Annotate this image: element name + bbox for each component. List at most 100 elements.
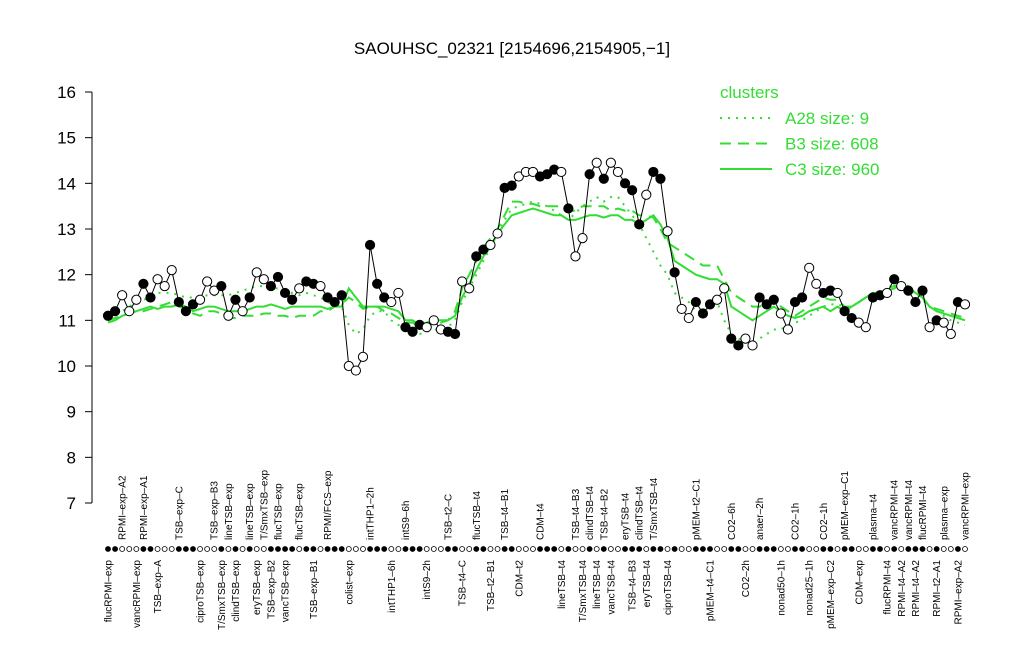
rug-point	[905, 546, 912, 552]
data-point	[513, 171, 524, 182]
data-point	[584, 169, 595, 180]
data-point	[244, 292, 255, 303]
x-tick-label: pMEM–exp–C2	[826, 560, 837, 629]
x-tick-label: eryTSB–exp	[252, 560, 263, 615]
data-point	[747, 340, 758, 351]
rug-point	[841, 546, 848, 552]
data-point	[251, 267, 262, 278]
x-tick-label: TSB–exp–B1	[309, 560, 320, 619]
rug-point	[402, 546, 409, 552]
data-point	[180, 306, 192, 317]
data-point	[768, 294, 779, 305]
data-point	[449, 328, 461, 340]
x-tick-label: T/SmxTSB–exp	[259, 470, 270, 540]
data-point	[917, 285, 928, 296]
rug-point	[678, 546, 685, 552]
rug-point	[877, 546, 883, 552]
x-tick-label: CO2–1h	[791, 503, 802, 540]
x-tick-label: TSB–t4–B3	[571, 488, 582, 540]
data-point	[655, 173, 666, 184]
rug-point	[310, 546, 317, 552]
data-point	[166, 265, 177, 276]
x-tick-label: vancRPMI–t4	[904, 480, 915, 540]
data-point	[357, 351, 369, 362]
y-tick-label: 10	[57, 357, 76, 376]
x-tick-label: lineTSB–exp	[245, 483, 256, 540]
rug-point	[629, 546, 636, 552]
y-tick-label: 7	[67, 494, 76, 513]
data-point	[315, 280, 326, 292]
x-tick-label: RPMI–exp–A1	[139, 475, 150, 540]
x-tick-label: flucTSB–exp	[295, 483, 306, 540]
x-tick-label: vancRPMI–exp	[961, 472, 972, 540]
rug-point	[827, 546, 834, 552]
rug-point	[494, 546, 501, 552]
rug-point	[565, 546, 572, 552]
y-tick-label: 11	[58, 311, 76, 330]
data-point	[719, 283, 730, 294]
data-point	[117, 290, 128, 301]
rug-point	[105, 546, 111, 552]
rug-point	[133, 546, 140, 552]
data-point	[570, 251, 581, 262]
x-tick-label: RPMI/FCS–exp	[323, 470, 334, 540]
rug-point	[317, 546, 324, 552]
x-tick-label: TSB–t4–B2	[599, 488, 610, 540]
x-tick-label: CDM–t2	[514, 560, 525, 597]
x-tick-label: RPMI–exp–A2	[953, 560, 964, 625]
x-tick-label: flucRPMI–exp	[104, 560, 115, 623]
rug-point	[947, 546, 954, 552]
y-tick-label: 13	[57, 220, 76, 239]
rug-point	[204, 546, 211, 552]
data-point	[804, 262, 815, 273]
rug-point	[898, 546, 905, 552]
data-point	[364, 239, 376, 251]
rug-point	[728, 546, 735, 552]
x-tick-label: T/SmxTSB–t4	[649, 477, 660, 540]
rug-point	[473, 546, 480, 552]
x-tick-label: TSB–exp–A	[153, 560, 164, 614]
rug-point	[933, 546, 940, 552]
rug-point	[147, 546, 154, 552]
rug-point	[395, 546, 402, 552]
rug-point	[721, 546, 728, 552]
y-tick-label: 16	[57, 83, 76, 102]
rug-point	[374, 546, 381, 552]
rug-point	[367, 546, 373, 552]
rug-point	[714, 546, 721, 552]
data-point	[662, 226, 673, 237]
x-tick-label: pMEM–t4–C1	[706, 560, 717, 622]
rug-point	[692, 546, 699, 552]
x-tick-label: TSB–t4–B1	[500, 488, 511, 540]
data-point	[853, 317, 864, 328]
data-point	[492, 228, 503, 239]
data-point	[209, 285, 220, 296]
x-tick-label: RPMI–t4–A2	[897, 560, 908, 617]
rug-point	[183, 546, 189, 552]
y-tick-label: 15	[57, 129, 76, 148]
data-point	[598, 173, 609, 184]
rug-point	[912, 546, 919, 552]
x-tick-label: colist–exp	[344, 560, 355, 605]
rug-point	[168, 546, 175, 552]
rug-point	[480, 546, 487, 552]
data-point	[230, 294, 241, 305]
x-tick-label: flucRPMI–t4	[883, 560, 894, 615]
rug-point	[799, 546, 805, 552]
y-tick-label: 8	[67, 448, 76, 467]
x-tick-label: anaer–2h	[755, 498, 766, 540]
x-tick-label: lineTSB–t4	[592, 560, 603, 609]
rug-point	[515, 546, 522, 552]
data-point	[846, 312, 857, 324]
data-point	[896, 280, 907, 292]
x-tick-label: eryTSB–t4	[621, 492, 632, 540]
x-tick-label: intTHP1–6h	[387, 560, 398, 613]
data-point	[945, 328, 956, 340]
x-tick-label: clindTSB–t4	[635, 486, 646, 540]
x-tick-label: CDM–exp	[854, 560, 865, 605]
data-point	[329, 296, 340, 308]
data-point	[350, 365, 361, 376]
data-point	[959, 299, 971, 310]
rug-point	[820, 546, 827, 552]
data-point	[478, 244, 489, 255]
